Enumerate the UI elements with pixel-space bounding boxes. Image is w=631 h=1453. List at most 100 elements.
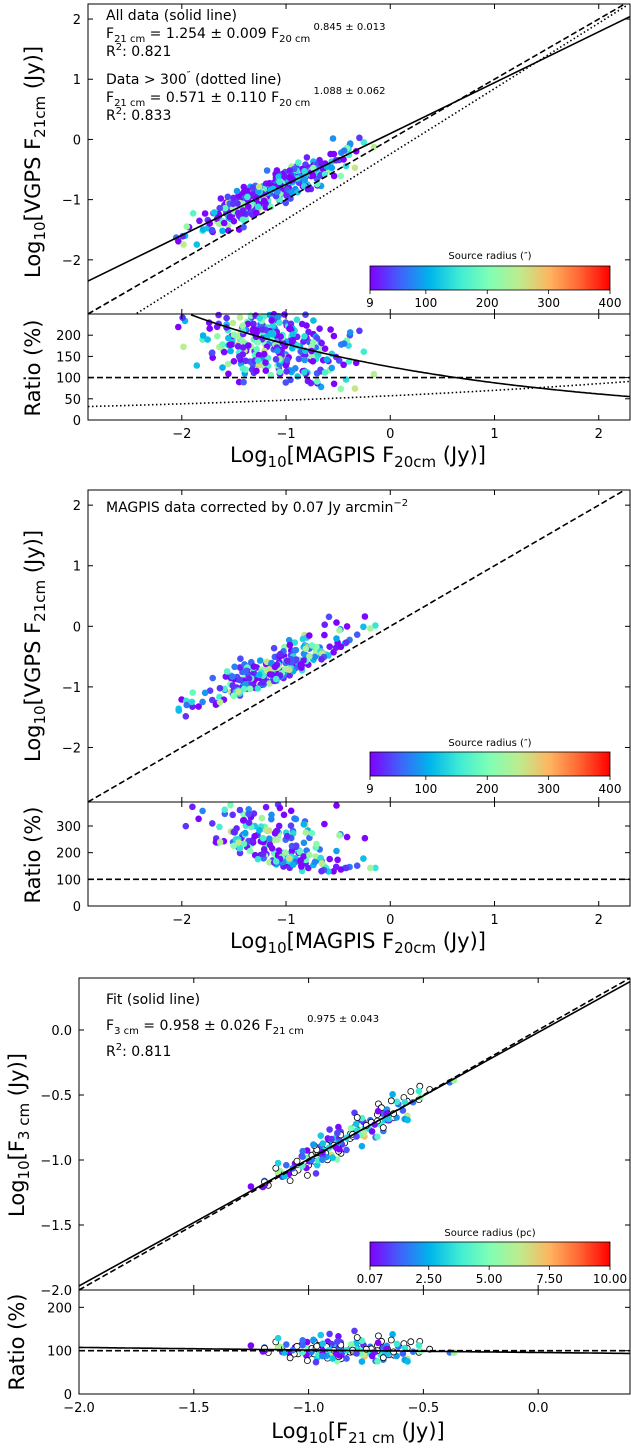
panel2: −2 −1 0 1 2 Log10[VGPS F21cm (Jy)] MAGPIS da…: [21, 489, 631, 957]
ratio-point: [340, 361, 347, 369]
ratio-point-open: [353, 1334, 361, 1341]
ratio-point: [241, 829, 249, 837]
ratio-point: [337, 385, 345, 393]
ratio-point: [245, 806, 252, 813]
scatter-point: [230, 194, 237, 202]
ratio-point-open: [286, 1354, 294, 1362]
scatter-point: [306, 653, 313, 660]
ratio-point: [236, 806, 244, 814]
ratio-point: [287, 822, 295, 829]
ratio-point: [240, 840, 248, 848]
colorbar-tick-label: 200: [476, 782, 499, 796]
ratio-point: [305, 328, 312, 336]
scatter-point: [370, 143, 378, 151]
ratio-point: [256, 826, 263, 834]
scatter-point: [211, 209, 218, 216]
ratio-point: [317, 854, 325, 862]
scatter-point: [250, 663, 258, 670]
ratio-point: [246, 847, 254, 855]
panel1-ylabel: Log10[VGPS F21cm (Jy)]: [21, 46, 49, 278]
ratio-point: [343, 864, 350, 872]
scatter-point: [360, 623, 367, 631]
ratio-point: [276, 319, 283, 327]
scatter-point: [302, 645, 310, 652]
ratio-point: [312, 1358, 320, 1366]
scatter-point: [401, 1098, 409, 1106]
scatter-point: [299, 635, 307, 643]
ratio-point: [266, 841, 274, 849]
scatter-point: [329, 135, 337, 142]
scatter-point: [367, 625, 374, 632]
ratio-point: [272, 356, 280, 363]
ratio-point: [319, 1340, 327, 1347]
colorbar-tick-label: 7.50: [536, 1272, 563, 1286]
ratio-point: [335, 1333, 342, 1340]
ratio-point: [309, 358, 317, 365]
ratio-point: [234, 343, 242, 350]
scatter-point: [253, 209, 260, 217]
panel1-annotation-5: F21 cm = 0.571 ± 0.110 F20 cm 1.088 ± 0.…: [106, 86, 385, 109]
scatter-point: [334, 1129, 341, 1137]
scatter-point: [244, 193, 251, 201]
ratio-point: [229, 811, 236, 819]
scatter-point: [333, 635, 340, 642]
ratio-point: [256, 314, 264, 322]
ratio-point: [251, 832, 258, 840]
ratio-point: [304, 377, 312, 385]
ratio-line-solid: [190, 314, 631, 398]
ratio-point: [215, 311, 222, 319]
ratio-point-open: [407, 1338, 415, 1346]
ratio-point: [300, 839, 308, 847]
ratio-point: [235, 839, 242, 846]
p3-ytick-label: −1.5: [40, 1219, 72, 1234]
scatter-point: [286, 174, 293, 181]
p1-ratio-ytick-label: 150: [56, 350, 81, 365]
ratio-point: [208, 349, 216, 357]
ratio-point: [179, 314, 186, 322]
p2-ratio-ytick-label: 0: [73, 900, 81, 915]
ratio-point: [204, 336, 211, 343]
ratio-point: [214, 333, 221, 340]
panel3-ratio-points: [247, 1327, 458, 1366]
scatter-point: [326, 643, 334, 650]
ratio-point: [313, 335, 321, 342]
ratio-point: [318, 867, 325, 875]
ratio-point: [399, 1350, 407, 1357]
scatter-point: [209, 696, 216, 704]
scatter-point: [347, 1125, 355, 1132]
scatter-point: [229, 682, 236, 689]
ratio-point: [209, 354, 216, 362]
ratio-point: [316, 325, 323, 333]
ratio-point: [274, 1334, 282, 1342]
p3-ratio-xtick-label: −1.0: [293, 1401, 325, 1416]
ratio-point: [401, 1344, 409, 1352]
ratio-point-open: [379, 1354, 387, 1362]
scatter-point: [325, 613, 333, 621]
ratio-point: [269, 331, 277, 338]
scatter-point: [292, 656, 300, 663]
p3-ytick-label: −1.0: [40, 1154, 72, 1169]
p2-ytick-label: 1: [73, 560, 81, 575]
ratio-point: [230, 842, 237, 850]
colorbar-tick-label: 9: [366, 782, 374, 796]
ratio-point: [361, 834, 369, 842]
ratio-point: [209, 820, 216, 827]
panel1-colorbar-label: Source radius (″): [448, 251, 531, 262]
scatter-point: [276, 178, 283, 186]
scatter-point: [240, 685, 248, 693]
scatter-point: [321, 631, 328, 639]
colorbar-tick-label: 400: [599, 782, 622, 796]
ratio-point: [245, 819, 253, 826]
scatter-point: [230, 692, 237, 700]
ratio-point: [343, 1355, 350, 1362]
ratio-point: [292, 842, 300, 849]
ratio-point: [247, 1342, 255, 1349]
scatter-point: [300, 650, 308, 658]
p1-ratio-xtick-label: 2: [595, 427, 603, 442]
ratio-point: [268, 811, 275, 819]
ratio-point: [230, 828, 238, 836]
panel3-ratio-lines: [79, 1346, 630, 1355]
scatter-point: [175, 238, 182, 245]
panel2-fit-lines: [87, 489, 625, 803]
scatter-point: [297, 661, 305, 668]
